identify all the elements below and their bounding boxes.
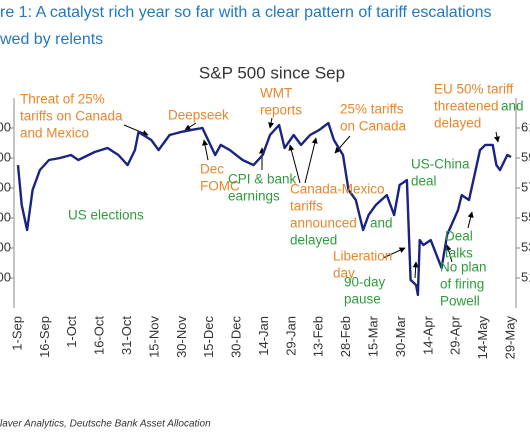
y2-tick-label: 5100 <box>521 269 530 284</box>
y-tick-label: 5300 <box>0 239 11 254</box>
x-tick-label: 16-Sep <box>37 316 52 358</box>
x-tick-label: 14-Apr <box>420 315 435 355</box>
x-tick-label: 15-Dec <box>201 316 216 358</box>
annotation: Deepseek <box>168 108 229 123</box>
annotation: Deal <box>445 229 473 244</box>
x-tick-label: 13-Feb <box>311 316 326 357</box>
x-tick-label: 29-May <box>502 316 517 360</box>
y2-tick-label: 5500 <box>521 209 530 224</box>
annotation: announced <box>290 216 357 231</box>
annotation: pause <box>344 292 381 307</box>
x-tick-label: 15-Nov <box>146 316 161 358</box>
x-tick-label: 14-Jan <box>256 316 271 356</box>
y2-tick-label: 5900 <box>521 149 530 164</box>
annotation: 90-day <box>344 275 386 290</box>
annotation: threatened <box>434 99 499 114</box>
x-tick-label: 15-Mar <box>365 315 380 357</box>
annotation: FOMC <box>200 179 240 194</box>
annotation: talks <box>445 246 473 261</box>
annotation: CPI & bank <box>228 172 297 187</box>
x-tick-label: 29-Jan <box>283 316 298 356</box>
x-tick-label: 30-Dec <box>229 316 244 358</box>
annotation: delayed <box>434 116 481 131</box>
chart-title: S&P 500 since Sep <box>199 63 345 82</box>
y-tick-label: 5500 <box>0 209 11 224</box>
price-line <box>16 121 512 297</box>
x-tick-label: 1-Sep <box>9 316 24 351</box>
annotation: No plan <box>440 260 487 275</box>
x-tick-label: 14-May <box>475 316 490 360</box>
annotation: 25% tariffs <box>340 102 404 117</box>
annotation: US-China <box>411 157 470 172</box>
annotation: tariffs on Canada <box>20 109 123 124</box>
x-tick-label: 28-Feb <box>338 316 353 357</box>
y2-tick-label: 6100 <box>521 119 530 134</box>
x-tick-label: 30-Mar <box>393 315 408 357</box>
annotation: reports <box>260 103 302 118</box>
y-tick-label: 5100 <box>0 269 11 284</box>
annotation: earnings <box>228 189 280 204</box>
figure-title: re 1: A catalyst rich year so far with a… <box>0 4 492 21</box>
annotation: delayed <box>290 233 337 248</box>
annotation: Threat of 25% <box>20 92 105 107</box>
x-tick-label: 30-Nov <box>174 316 189 358</box>
x-tick-label: 16-Oct <box>92 316 107 355</box>
annotation: on Canada <box>340 119 407 134</box>
annotation: Dec <box>200 162 224 177</box>
annotation: and <box>501 99 524 114</box>
arrows <box>123 117 500 279</box>
annotation: tariffs <box>290 199 323 214</box>
x-tick-label: 1-Oct <box>64 316 79 348</box>
annotation: and <box>370 216 393 231</box>
annotation: Liberation <box>333 249 392 264</box>
y2-tick-label: 5700 <box>521 179 530 194</box>
y-tick-label: 5700 <box>0 179 11 194</box>
y-tick-label: 6100 <box>0 119 11 134</box>
annotation: EU 50% tariff <box>434 82 514 97</box>
annotation: of firing <box>440 277 484 292</box>
annotation: Powell <box>440 294 480 309</box>
annotation: and Mexico <box>20 126 89 141</box>
source: laver Analytics, Deutsche Bank Asset All… <box>0 419 211 430</box>
annotation: WMT <box>260 86 292 101</box>
annotation: US elections <box>68 208 144 223</box>
figure-title: wed by relents <box>0 31 103 48</box>
annotation: Canada-Mexico <box>290 182 385 197</box>
x-tick-label: 31-Oct <box>119 316 134 355</box>
annotation: day <box>333 266 355 281</box>
x-tick-label: 29-Apr <box>448 315 463 355</box>
y-tick-label: 5900 <box>0 149 11 164</box>
annotation: deal <box>411 174 437 189</box>
y2-tick-label: 5300 <box>521 239 530 254</box>
